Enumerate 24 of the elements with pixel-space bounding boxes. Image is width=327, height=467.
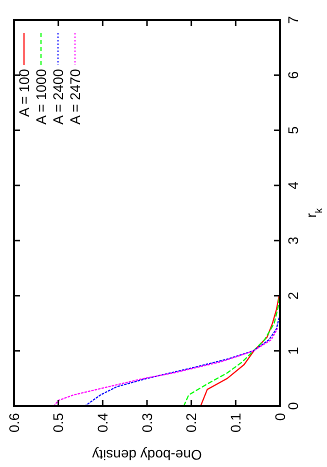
x-axis-title: One-body density <box>92 447 202 463</box>
legend-label: A = 2400 <box>50 68 66 125</box>
line-series <box>53 328 278 407</box>
y-tick-label: 4 <box>285 181 301 190</box>
y-tick-label: 7 <box>285 16 301 24</box>
y-tick-label: 5 <box>285 126 301 134</box>
x-tick-label: 0.2 <box>183 412 200 432</box>
line-series <box>84 317 280 407</box>
x-tick-label: 0.5 <box>50 412 66 432</box>
y-tick-label: 3 <box>285 236 301 244</box>
y-tick-label: 2 <box>285 292 301 300</box>
x-tick-label: 0.6 <box>6 412 22 432</box>
line-series <box>183 295 280 407</box>
y-tick-label: 1 <box>285 346 301 355</box>
legend-label: A = 100 <box>16 68 32 117</box>
x-tick-label: 0 <box>272 412 288 421</box>
line-series <box>200 295 280 407</box>
y-tick-label: 0 <box>285 402 301 410</box>
legend-label: A = 2470 <box>66 68 83 125</box>
y-tick-label: 6 <box>285 71 301 80</box>
legend-label: A = 1000 <box>32 68 49 125</box>
x-tick-label: 0.3 <box>138 412 155 432</box>
x-tick-label: 0.1 <box>228 412 244 432</box>
x-tick-label: 0.4 <box>94 412 111 432</box>
